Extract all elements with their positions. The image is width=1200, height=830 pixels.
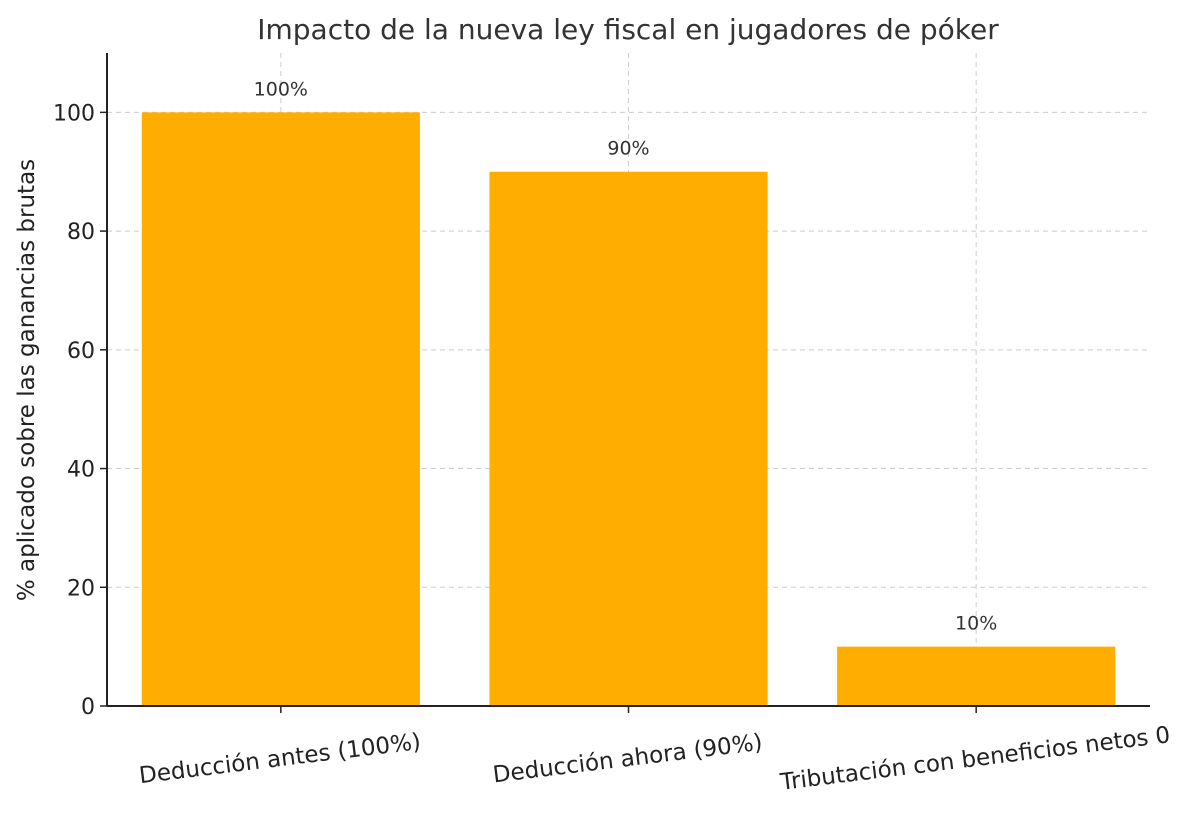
data-label: 90% <box>607 138 649 160</box>
y-tick-label: 0 <box>81 695 95 720</box>
y-tick-label: 60 <box>67 339 95 364</box>
bars <box>141 112 1116 706</box>
data-label: 10% <box>955 613 997 635</box>
data-labels: 100% 90% 10% <box>254 78 998 634</box>
y-tick-label: 80 <box>67 220 95 245</box>
data-label: 100% <box>254 78 308 100</box>
bar <box>837 646 1116 706</box>
y-axis-ticks: 0 20 40 60 80 100 <box>53 101 107 720</box>
x-tick-label: Deducción antes (100%) <box>138 729 423 789</box>
x-tick-label: Tributación con beneficios netos 0 <box>778 722 1172 796</box>
x-tick-label: Deducción ahora (90%) <box>491 730 764 789</box>
y-tick-label: 20 <box>67 576 95 601</box>
bar <box>489 171 768 706</box>
y-tick-label: 40 <box>67 458 95 483</box>
y-axis-label: % aplicado sobre las ganancias brutas <box>14 159 40 601</box>
x-axis-ticks: Deducción antes (100%) Deducción ahora (9… <box>138 706 1172 796</box>
bar <box>141 112 420 706</box>
y-tick-label: 100 <box>53 101 95 126</box>
chart-title: Impacto de la nueva ley fiscal en jugado… <box>257 13 999 46</box>
